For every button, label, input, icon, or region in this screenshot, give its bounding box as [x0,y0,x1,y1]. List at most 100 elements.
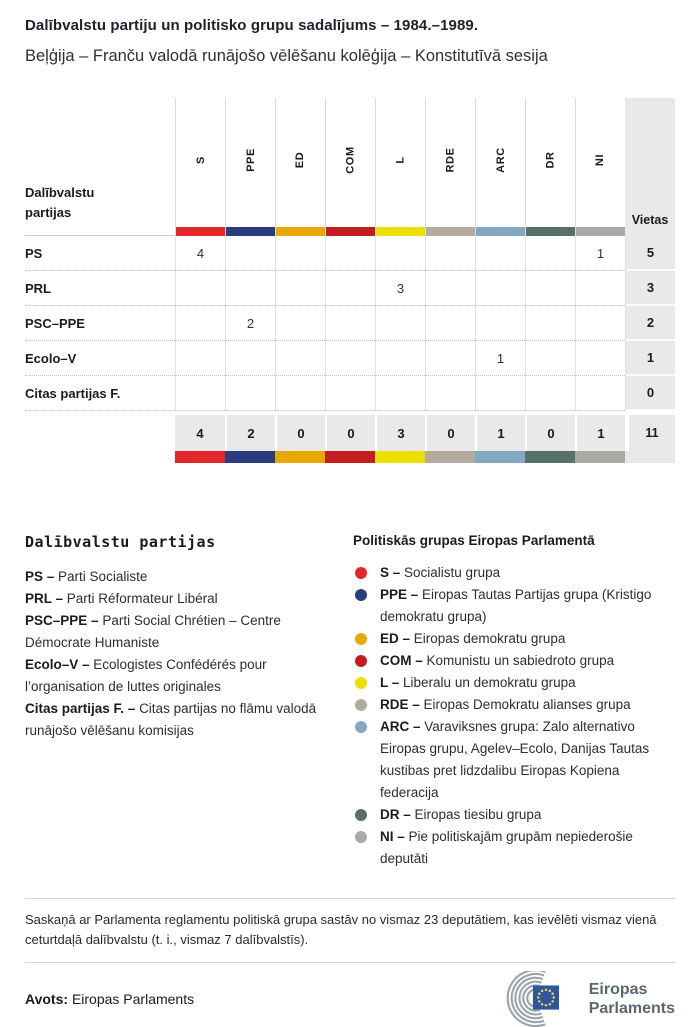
group-text: RDE – Eiropas Demokratu alianses grupa [380,694,631,716]
party-name: Parti Social Chrétien – Centre Démocrate… [25,613,281,650]
legend-party-item: Ecolo–V – Ecologistes Confédérés pour l’… [25,654,333,698]
group-text: ARC – Varaviksnes grupa: Zalo alternativ… [380,716,675,804]
column-header-label: DR [544,151,557,169]
group-color-bar [425,451,475,463]
group-name: Eiropas Demokratu alianses grupa [423,697,631,712]
value-cell [425,236,475,271]
legend-party-item: PRL – Parti Réformateur Libéral [25,588,333,610]
legend-group-item: NI – Pie politiskajām grupām nepiederoši… [353,826,675,870]
value-cell [375,376,425,411]
value-cell [275,236,325,271]
value-cell [225,341,275,376]
group-code: DR – [380,807,411,822]
group-code: S – [380,565,401,580]
legend-parties-title: Dalībvalstu partijas [25,533,216,551]
legend-group-item: PPE – Eiropas Tautas Partijas grupa (Kri… [353,584,675,628]
group-name: Eiropas Tautas Partijas grupa (Kristigo … [380,587,652,624]
group-color-bar [175,451,225,463]
group-name: Komunistu un sabiedroto grupa [426,653,615,668]
group-color-bar [525,451,575,463]
party-row-psc-ppe: PSC–PPE 2 2 [25,306,675,341]
party-name: Parti Socialiste [58,569,148,584]
ep-logo-line2: Parlaments [588,1000,675,1017]
legend-group-item: ARC – Varaviksnes grupa: Zalo alternativ… [353,716,675,804]
group-code: RDE – [380,697,420,712]
party-label: Ecolo–V [25,341,175,376]
page-title: Dalībvalstu partiju un politisko grupu s… [25,17,479,34]
value-cell [275,341,325,376]
group-color-bar [476,227,525,236]
column-header-ni: NI [575,98,625,236]
party-label: PSC–PPE [25,306,175,341]
legend-party-item: PSC–PPE – Parti Social Chrétien – Centre… [25,610,333,654]
group-color-bar [575,451,625,463]
value-cell [425,306,475,341]
value-cell [375,236,425,271]
total-cell: 0 [275,415,325,451]
value-cell: 2 [225,306,275,341]
group-color-bar [225,451,275,463]
group-text: ED – Eiropas demokratu grupa [380,628,565,650]
ep-logo-line1: Eiropas [588,981,648,998]
hemicycle-icon [506,971,559,1027]
group-color-bar [576,227,625,236]
party-row-prl: PRL 3 3 [25,271,675,306]
total-cell: 3 [375,415,425,451]
value-cell: 1 [475,341,525,376]
column-header-label: COM [344,146,357,174]
party-row-ps: PS 4 1 5 [25,236,675,271]
party-row-ecolo-v: Ecolo–V 1 1 [25,341,675,376]
legend-groups: Politiskās grupas Eiropas Parlamentā S –… [353,533,675,870]
value-cell [275,271,325,306]
party-code: PSC–PPE – [25,613,99,628]
totals-spacer [25,415,175,451]
seats-cell: 2 [625,306,675,341]
divider [25,962,675,963]
party-label: PRL [25,271,175,306]
group-color-dot [355,589,367,601]
column-header-label: S [194,156,207,164]
party-code: Citas partijas F. – [25,701,136,716]
total-cell: 0 [425,415,475,451]
value-cell [325,236,375,271]
group-name: Eiropas tiesibu grupa [414,807,542,822]
group-text: PPE – Eiropas Tautas Partijas grupa (Kri… [380,584,675,628]
party-row-citas: Citas partijas F. 0 [25,376,675,411]
seats-cell: 1 [625,341,675,376]
value-cell [425,271,475,306]
legend-group-item: ED – Eiropas demokratu grupa [353,628,675,650]
value-cell: 3 [375,271,425,306]
total-cell: 0 [525,415,575,451]
group-name: Liberalu un demokratu grupa [403,675,576,690]
value-cell [475,376,525,411]
group-color-dot [355,699,367,711]
seats-column-header: Vietas [625,98,675,236]
column-header-com: COM [325,98,375,236]
total-cell: 1 [475,415,525,451]
party-name: Ecologistes Confédérés pour l’organisati… [25,657,267,694]
value-cell [225,271,275,306]
value-cell [375,306,425,341]
group-name: Eiropas demokratu grupa [413,631,566,646]
column-header-label: ED [294,151,307,169]
divider [25,898,675,899]
source: Avots: Eiropas Parlaments [25,991,194,1007]
value-cell [375,341,425,376]
party-code: PS – [25,569,55,584]
value-cell [275,376,325,411]
legend-group-item: S – Socialistu grupa [353,562,675,584]
group-color-dot [355,831,367,843]
party-name: Parti Réformateur Libéral [66,591,218,606]
party-code: Ecolo–V – [25,657,90,672]
value-cell [575,271,625,306]
column-header-l: L [375,98,425,236]
column-header-label: RDE [444,147,457,173]
value-cell [325,376,375,411]
group-code: ED – [380,631,411,646]
source-label: Avots: [25,991,69,1007]
group-code: ARC – [380,719,421,734]
value-cell [175,376,225,411]
group-color-bar [276,227,325,236]
legend-party-item: PS – Parti Socialiste [25,566,333,588]
value-cell [475,236,525,271]
